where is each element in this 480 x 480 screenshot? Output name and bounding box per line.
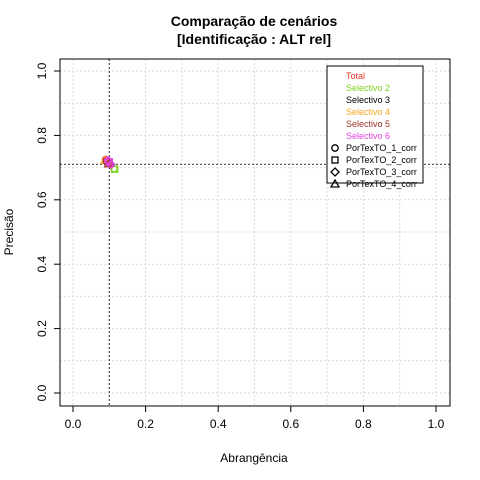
y-tick-label: 0.8	[35, 127, 49, 144]
legend-entry-label: PorTexTO_4_corr	[346, 179, 417, 189]
x-tick-label: 0.6	[282, 417, 299, 431]
legend-entry-label: Total	[346, 71, 365, 81]
legend-entry-label: PorTexTO_3_corr	[346, 167, 417, 177]
legend: Total Selectivo 2 Selectivo 3 Selectivo 4 Se…	[326, 65, 424, 189]
axes: 0.0 0.2 0.4 0.6 0.8 1.0 0.0 0.2 0.4 0.6 0.8 1.0	[35, 62, 445, 431]
legend-entry-label: Selectivo 2	[346, 83, 390, 93]
x-tick-label: 0.0	[65, 417, 82, 431]
legend-square-icon	[331, 156, 339, 164]
x-tick-label: 0.8	[355, 417, 372, 431]
data-point	[105, 159, 116, 170]
chart-subtitle: [Identificação : ALT rel]	[177, 31, 331, 47]
legend-diamond-icon	[330, 167, 340, 177]
plot-frame	[59, 58, 451, 407]
y-axis-label: Precisão	[2, 208, 16, 255]
y-tick-label: 0.0	[35, 384, 49, 401]
legend-box	[326, 65, 424, 184]
legend-entry-label: Selectivo 5	[346, 119, 390, 129]
x-tick-label: 0.4	[210, 417, 227, 431]
y-tick-label: 0.6	[35, 191, 49, 208]
legend-entry-label: Selectivo 6	[346, 131, 390, 141]
y-tick-label: 0.2	[35, 320, 49, 337]
data-points	[99, 155, 119, 173]
legend-triangle-icon	[329, 178, 341, 188]
legend-circle-icon	[331, 144, 339, 152]
legend-entry-label: Selectivo 4	[346, 107, 390, 117]
legend-entry-label: PorTexTO_1_corr	[346, 143, 417, 153]
y-tick-label: 1.0	[35, 62, 49, 79]
chart-title: Comparação de cenários	[171, 13, 338, 29]
x-tick-label: 1.0	[428, 417, 445, 431]
x-tick-label: 0.2	[137, 417, 154, 431]
y-tick-label: 0.4	[35, 256, 49, 273]
x-axis-label: Abrangência	[220, 451, 288, 465]
legend-entry-label: PorTexTO_2_corr	[346, 155, 417, 165]
legend-entry-label: Selectivo 3	[346, 95, 390, 105]
